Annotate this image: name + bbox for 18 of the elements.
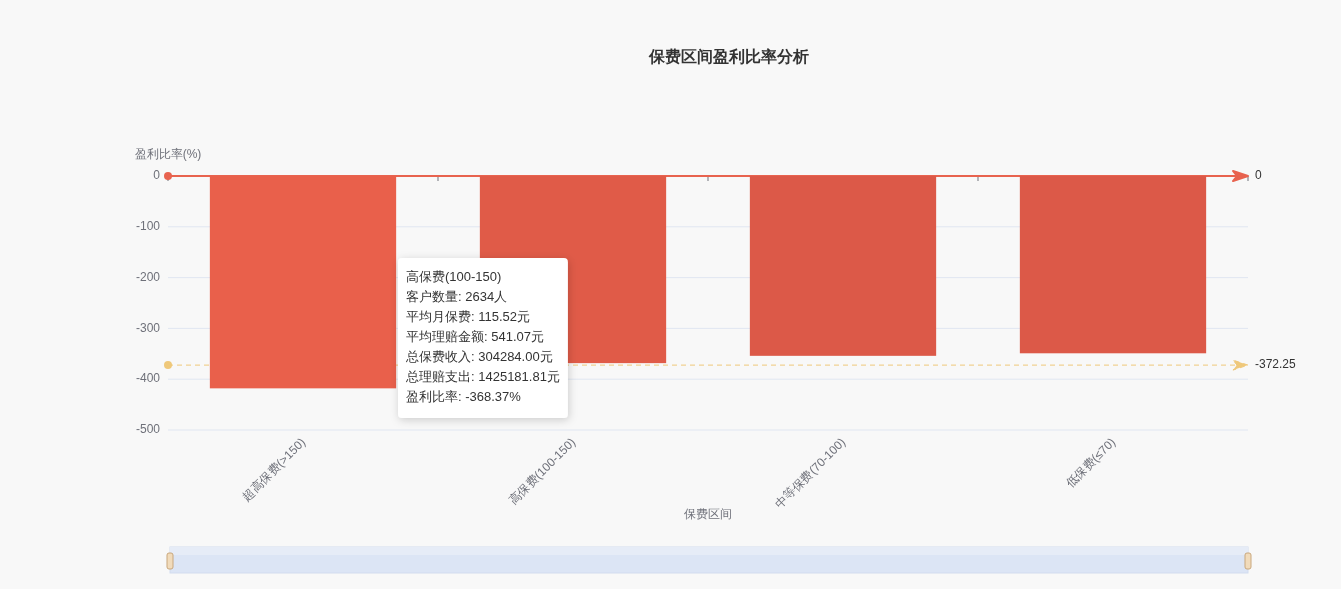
y-tick-label: -500 (135, 422, 160, 437)
tooltip-text: 平均理赔金额: 541.07元 (406, 329, 544, 345)
tooltip-text: 总理赔支出: 1425181.81元 (406, 369, 560, 385)
ref-line-label: -372.25 (1255, 357, 1296, 372)
y-tick-label: -400 (135, 371, 160, 386)
y-tick-label: -200 (135, 269, 160, 284)
tooltip-text: 客户数量: 2634人 (406, 289, 508, 305)
title: 保费区间盈利比率分析 (649, 48, 809, 66)
y-tick-label: -100 (135, 218, 160, 233)
tooltip-text: 总保费收入: 304284.00元 (406, 349, 553, 365)
tooltip-text: 盈利比率: -368.37% (406, 389, 521, 405)
tooltip-text: 平均月保费: 115.52元 (406, 309, 531, 325)
y-tick-label: -300 (135, 320, 160, 335)
y-tick-label: 0 (153, 168, 160, 183)
tooltip-text: 高保费(100-150) (406, 269, 502, 285)
ref-line-label: 0 (1255, 168, 1262, 183)
x-axis-title: 保费区间 (684, 507, 732, 522)
y-axis-title: 盈利比率(%) (134, 147, 202, 162)
